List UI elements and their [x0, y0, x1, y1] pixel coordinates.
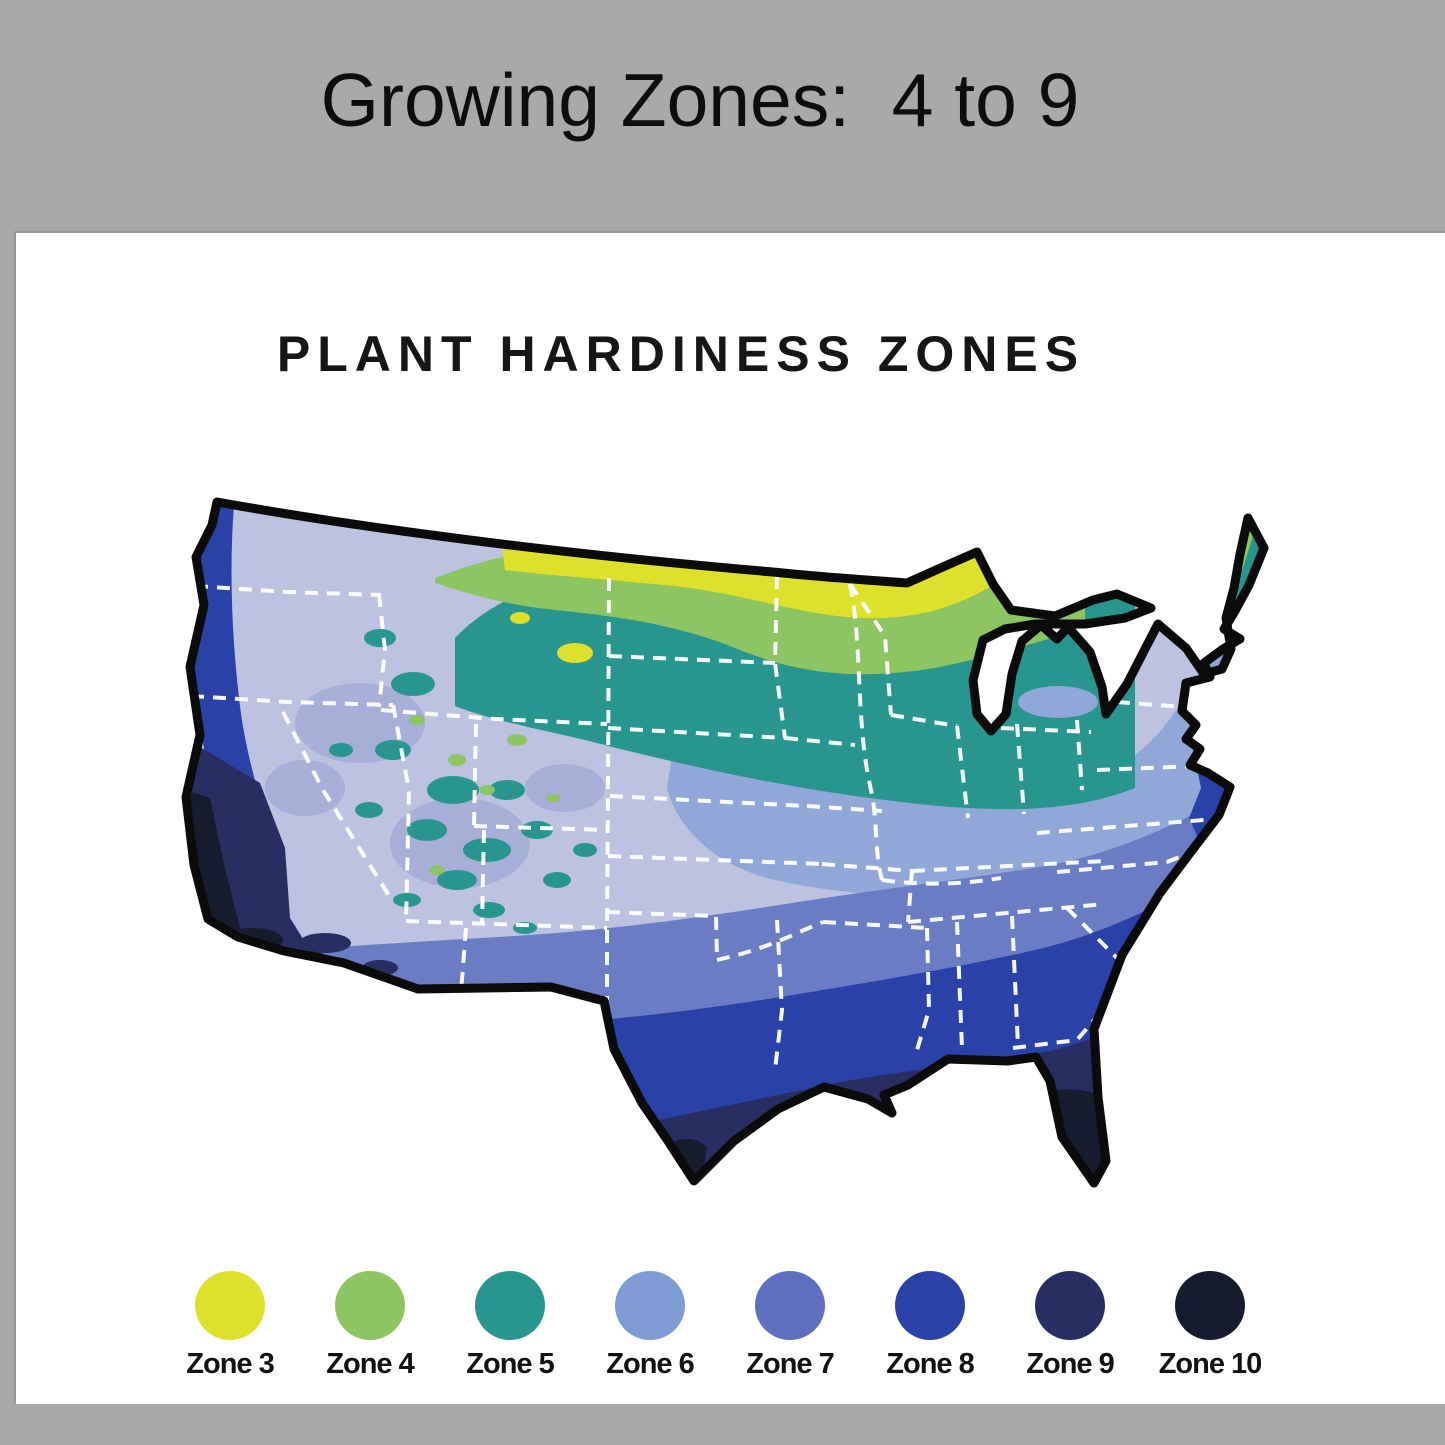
- legend-item-zone4: Zone 4: [300, 1271, 440, 1381]
- zone9-label: Zone 9: [1026, 1348, 1114, 1380]
- zone3-label: Zone 3: [186, 1348, 274, 1380]
- map-title: PLANT HARDINESS ZONES: [276, 326, 1086, 382]
- legend-item-zone5: Zone 5: [440, 1271, 580, 1381]
- zone7-label: Zone 7: [746, 1348, 834, 1380]
- zone4-label: Zone 4: [326, 1348, 414, 1380]
- top-banner: Growing Zones: 4 to 9: [0, 0, 1445, 231]
- us-hardiness-map: [155, 488, 1285, 1215]
- zone8-swatch: [895, 1271, 965, 1340]
- growing-zones-title: Growing Zones: 4 to 9: [320, 58, 1080, 142]
- us-map-svg: [181, 497, 1269, 1188]
- legend-item-zone8: Zone 8: [860, 1271, 1000, 1381]
- zone7-swatch: [755, 1271, 825, 1340]
- zone5-swatch: [475, 1271, 545, 1340]
- legend-item-zone3: Zone 3: [160, 1271, 300, 1381]
- legend-item-zone9: Zone 9: [1000, 1271, 1140, 1381]
- zone10-label: Zone 10: [1158, 1348, 1263, 1380]
- legend-item-zone7: Zone 7: [720, 1271, 860, 1381]
- legend-item-zone10: Zone 10: [1140, 1271, 1280, 1381]
- zone6-label: Zone 6: [606, 1348, 694, 1380]
- zone5-label: Zone 5: [466, 1348, 554, 1380]
- hardiness-card: PLANT HARDINESS ZONES: [14, 231, 1445, 1404]
- zone3-swatch: [195, 1271, 265, 1340]
- legend-item-zone6: Zone 6: [580, 1271, 720, 1381]
- zone-legend: Zone 3 Zone 4 Zone 5 Zone 6 Zone 7 Zone …: [160, 1271, 1280, 1381]
- zone4-swatch: [335, 1271, 405, 1340]
- zone10-swatch: [1175, 1271, 1245, 1340]
- zone8-label: Zone 8: [886, 1348, 974, 1380]
- us-outline: [181, 497, 1269, 1188]
- zone6-region: [667, 628, 1264, 897]
- zone9-swatch: [1035, 1271, 1105, 1340]
- zone6-swatch: [615, 1271, 685, 1340]
